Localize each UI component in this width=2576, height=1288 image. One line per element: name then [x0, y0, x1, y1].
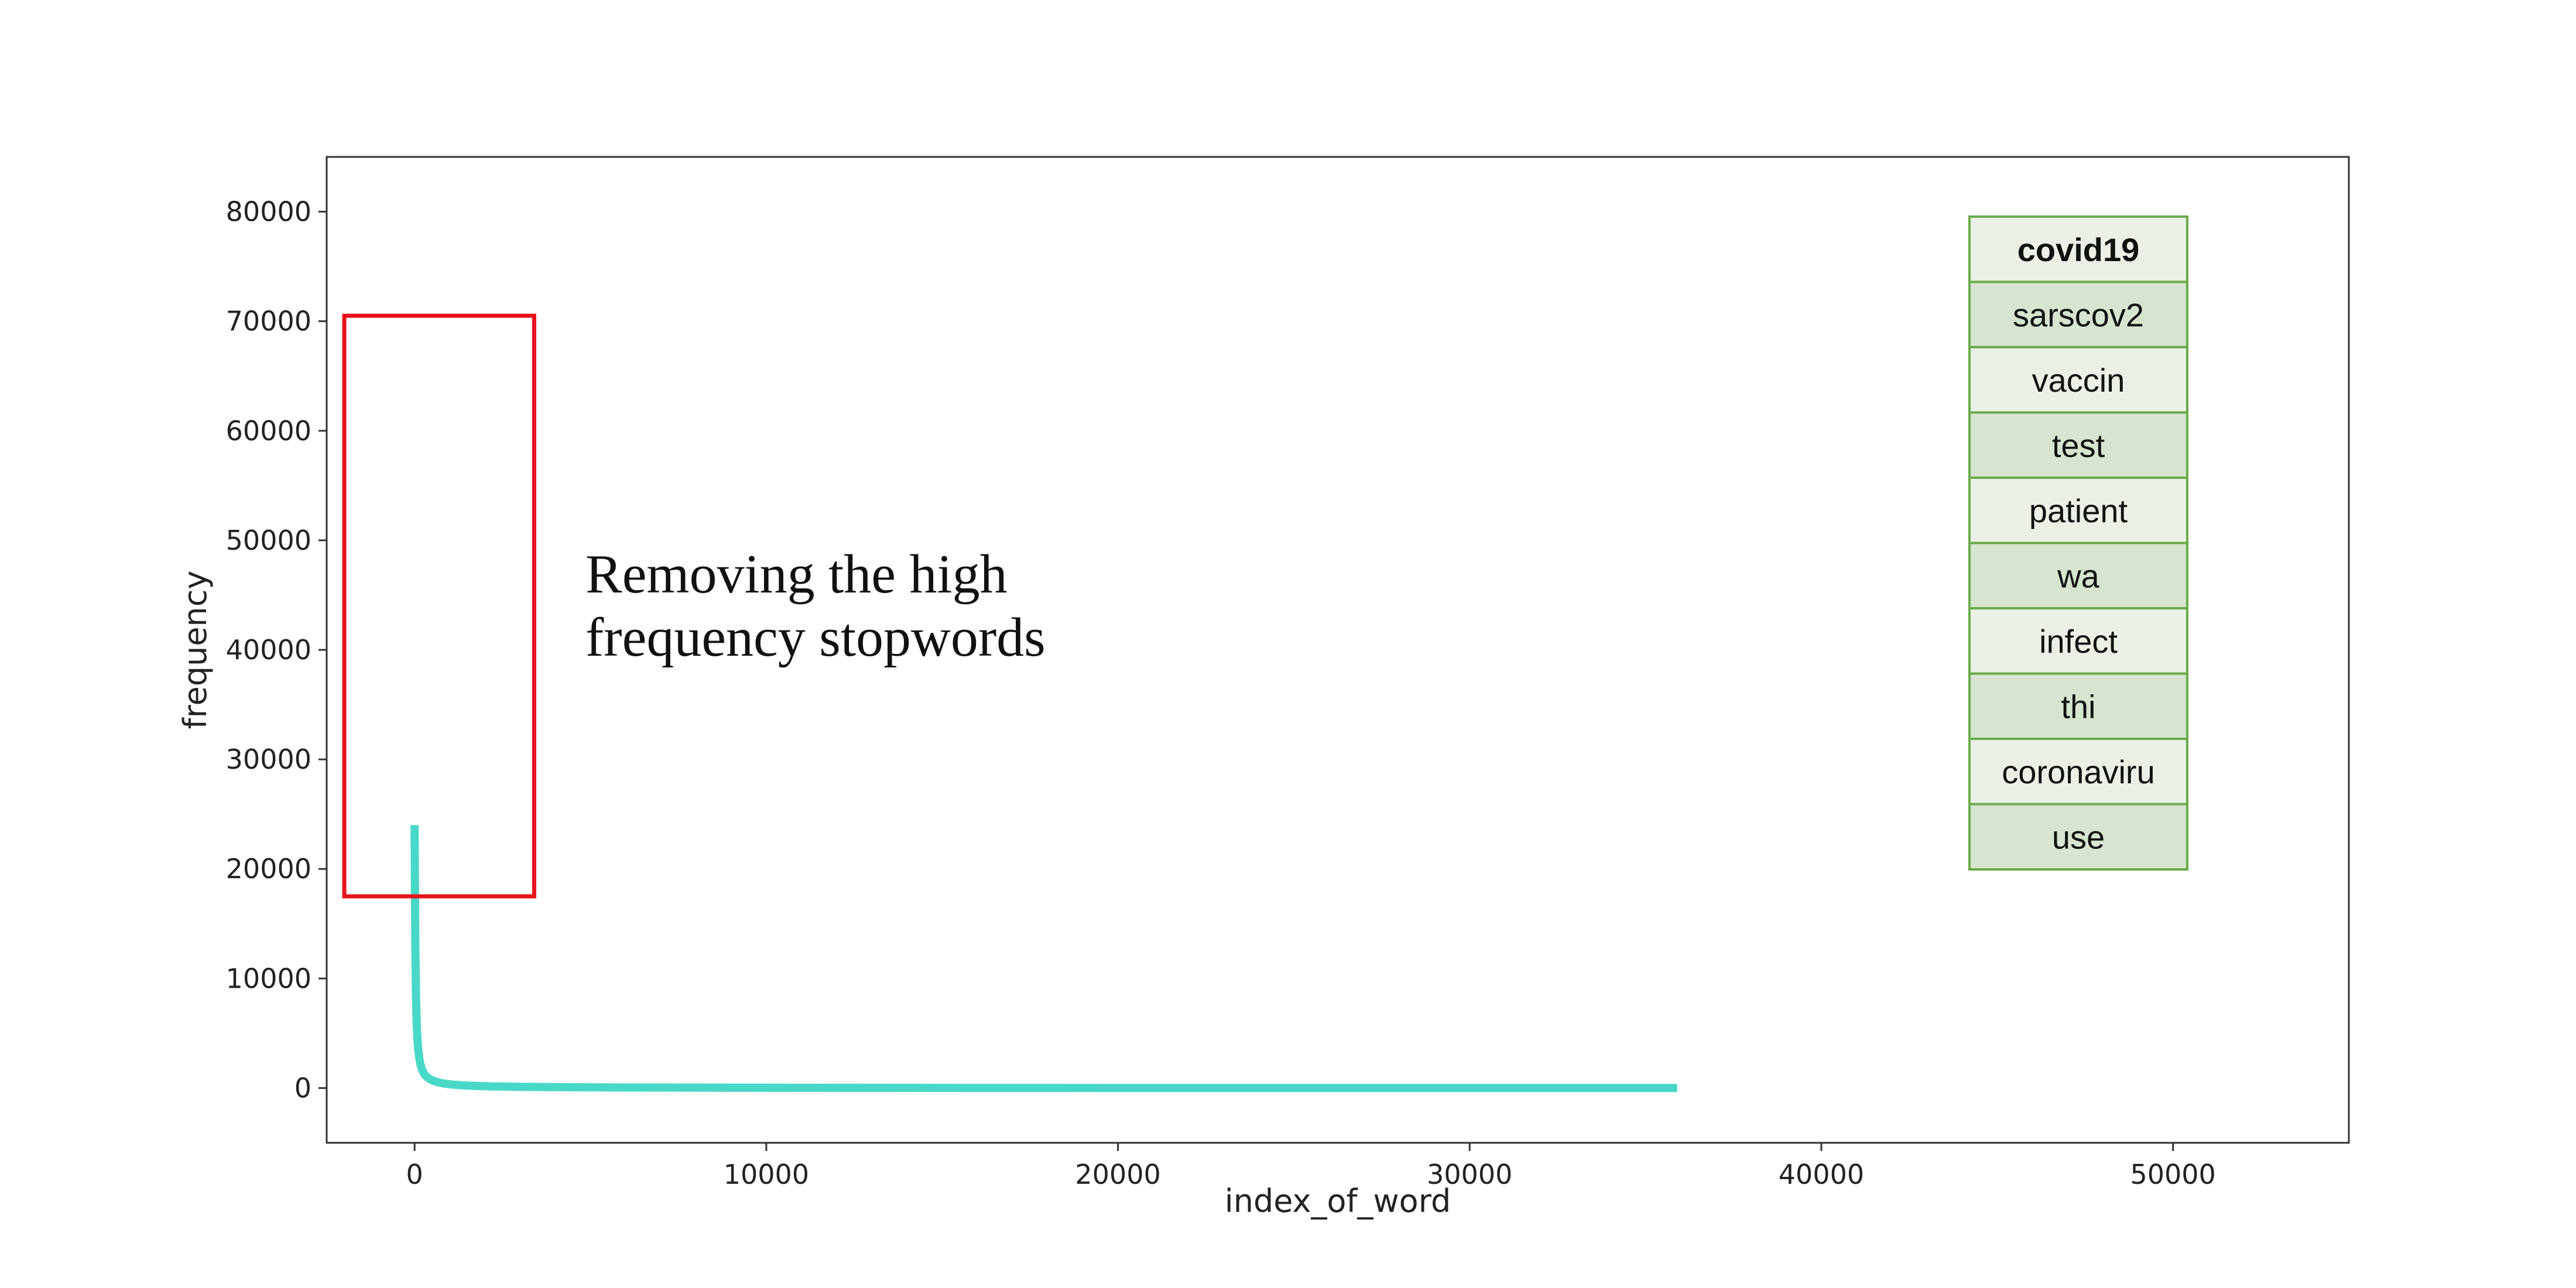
- x-tick-label: 50000: [2130, 1159, 2215, 1190]
- word-cell-label: sarscov2: [2013, 296, 2144, 333]
- y-axis-title: frequency: [177, 571, 214, 729]
- top-words-table: covid19 sarscov2 vaccin test patient wa infect…: [1968, 215, 2188, 871]
- highlight-box: [342, 313, 536, 899]
- word-cell: [1968, 542, 2188, 609]
- plot-frame: [326, 156, 2350, 1144]
- word-cell-label: use: [2052, 818, 2105, 855]
- x-tick-label: 10000: [724, 1159, 809, 1190]
- x-tick-label: 30000: [1427, 1159, 1512, 1190]
- annotation-text-line-1: Removing the high: [585, 544, 1008, 605]
- word-cell: [1968, 607, 2188, 675]
- word-cell-label: wa: [2057, 557, 2099, 594]
- word-cell: [1968, 215, 2188, 283]
- series-line: [410, 825, 1677, 1092]
- word-cell-label: coronaviru: [2002, 753, 2154, 790]
- y-tick-label: 20000: [226, 853, 311, 885]
- y-tick-label: 10000: [226, 962, 311, 994]
- x-tick-label: 40000: [1779, 1159, 1864, 1190]
- word-cell-label: vaccin: [2032, 362, 2125, 399]
- y-tick-label: 70000: [226, 306, 311, 337]
- y-tick-label: 80000: [226, 196, 311, 228]
- word-cell-label: test: [2052, 427, 2105, 464]
- word-cell: [1968, 411, 2188, 479]
- annotation-group: Removing the high frequency stopwords: [342, 313, 1046, 899]
- word-cell: [1968, 477, 2188, 544]
- word-cell-label: infect: [2039, 623, 2118, 660]
- word-cell-label: thi: [2061, 688, 2095, 725]
- y-tick-label: 0: [294, 1072, 311, 1104]
- word-cell-label: covid19: [2017, 231, 2140, 268]
- word-cell: [1968, 346, 2188, 414]
- y-tick-label: 40000: [226, 634, 311, 666]
- x-axis-title: index_of_word: [1225, 1183, 1451, 1220]
- plot-area: 0 10000 20000 30000 40000 50000 0 10000 20000 300…: [226, 196, 2216, 1190]
- word-cell-label: patient: [2029, 492, 2128, 529]
- y-tick-label: 50000: [226, 525, 311, 556]
- y-tick-label: 60000: [226, 415, 311, 447]
- word-cell: [1968, 672, 2188, 740]
- y-tick-label: 30000: [226, 744, 311, 775]
- word-cell: [1968, 280, 2188, 348]
- x-tick-label: 20000: [1075, 1159, 1160, 1190]
- x-tick-label: 0: [406, 1159, 423, 1190]
- annotation-text-line-2: frequency stopwords: [585, 607, 1046, 668]
- word-cell: [1968, 803, 2188, 871]
